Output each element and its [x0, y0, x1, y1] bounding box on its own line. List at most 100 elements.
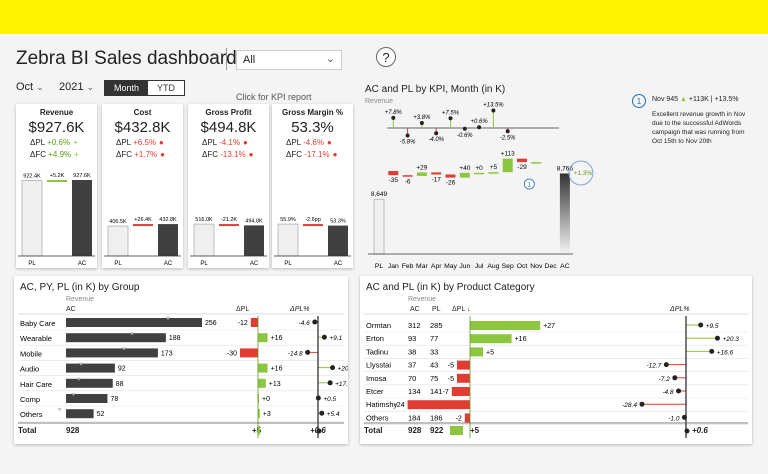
- alert-dot-icon: ●: [158, 138, 164, 147]
- kpi-delta-bar: [219, 224, 239, 227]
- group-pct-label: +5.4: [327, 411, 340, 418]
- product-col-dpl-pct: ΔPL%: [670, 306, 690, 313]
- kpi-ac-bar: [158, 224, 178, 256]
- group-chart: Baby Care 256 -12 -4.6 Wearable 188 +16 +9.1 Mob…: [18, 313, 348, 438]
- kpi-pl-row: ΔPL +6.5% ●: [116, 138, 164, 147]
- kpi-card[interactable]: Cost $432.8K ΔPL +6.5% ● ΔFC +1.7% ● 406.5K +26…: [102, 104, 183, 268]
- kpi-delta-label: +5.2K: [50, 173, 65, 179]
- group-dpl-bar: [250, 318, 258, 327]
- kpi-ac-label: 494.8K: [245, 218, 263, 224]
- group-col-ac: AC: [66, 306, 76, 313]
- waterfall-delta-bar: [402, 175, 413, 177]
- page-title: Zebra BI Sales dashboard: [16, 48, 237, 69]
- annotation-marker[interactable]: 1: [632, 94, 646, 108]
- pct-dot: [477, 125, 482, 130]
- kpi-x-label: PL: [28, 261, 36, 266]
- group-title: AC, PY, PL (in K) by Group: [20, 282, 140, 293]
- kpi-title: Cost: [133, 108, 152, 117]
- pct-dot: [505, 129, 510, 134]
- pct-label: +7.5%: [442, 110, 460, 116]
- product-dpl-bar: [457, 373, 470, 383]
- waterfall-total-pct: +1.3%: [574, 170, 593, 177]
- product-dpl-bar: [470, 334, 512, 344]
- kpi-ac-label: 927.6K: [73, 173, 91, 179]
- waterfall-delta-bar: [517, 158, 527, 163]
- group-dpl-bar: [258, 378, 266, 388]
- waterfall-annotation-marker: [523, 178, 535, 190]
- kpi-pl-bar: [21, 180, 43, 257]
- kpi-card[interactable]: Revenue $927.6K ΔPL +0.6% + ΔFC +4.9% +922.4K…: [16, 104, 97, 268]
- month-select[interactable]: Oct ⌄: [16, 81, 44, 93]
- product-total-dpl: +5: [470, 426, 480, 435]
- product-pct-dot: [698, 322, 704, 328]
- product-row-label: Others: [366, 413, 389, 422]
- year-select[interactable]: 2021 ⌄: [59, 81, 94, 93]
- brand-banner: [0, 0, 768, 34]
- group-total-dpl: +5: [252, 426, 262, 435]
- product-pct-label: +16.6: [717, 349, 734, 356]
- product-total-pct-dot: [684, 428, 690, 434]
- pct-label: +13.5%: [483, 102, 504, 108]
- group-subtitle: Revenue: [66, 296, 95, 303]
- pct-label: -0.6%: [457, 133, 473, 139]
- group-pct-label: -4.6: [299, 320, 311, 327]
- waterfall-delta-bar: [445, 174, 456, 178]
- group-dpl-label: +0: [262, 396, 270, 403]
- group-pct-dot: [305, 349, 311, 355]
- group-col-dpl-pct: ΔPL%: [290, 306, 310, 313]
- product-row-label: Llysstai: [366, 361, 391, 370]
- waterfall-x-label: May: [444, 263, 457, 270]
- group-col-dpl: ΔPL: [236, 306, 250, 313]
- pct-dot: [391, 115, 396, 120]
- waterfall-x-label: Jan: [388, 263, 399, 270]
- waterfall-delta-label: -29: [517, 164, 527, 171]
- group-pct-label: +20.8: [338, 366, 348, 373]
- annotation-text: Excellent revenue growth in Nov due to t…: [652, 110, 762, 146]
- group-py-marker: [166, 317, 170, 320]
- kpi-ac-label: 53.3%: [330, 219, 346, 225]
- filter-dropdown[interactable]: All ⌄: [236, 50, 342, 70]
- group-dpl-bar: [258, 363, 268, 373]
- group-pct-label: +9.1: [329, 335, 342, 342]
- product-dpl-bar: [470, 347, 483, 357]
- waterfall-delta-bar: [502, 158, 513, 173]
- group-ac-bar: [66, 363, 115, 373]
- kpi-x-label: AC: [78, 261, 87, 266]
- group-py-marker: [76, 377, 81, 381]
- product-pct-label: +9.5: [706, 323, 719, 330]
- toggle-ytd-button[interactable]: YTD: [148, 81, 185, 95]
- toggle-month-button[interactable]: Month: [105, 81, 149, 95]
- group-dpl-bar: [240, 348, 258, 358]
- group-total-pct-dot: [316, 428, 322, 434]
- waterfall-x-label: Mar: [416, 263, 428, 270]
- waterfall-delta-bar: [388, 171, 399, 176]
- kpi-card[interactable]: Gross Profit $494.8K ΔPL -4.1% ● ΔFC -13.1% ●…: [188, 104, 269, 268]
- waterfall-x-label: Oct: [517, 263, 528, 270]
- group-dpl-label: +16: [271, 366, 283, 373]
- help-button[interactable]: ?: [376, 47, 396, 67]
- annotation-abs: +113K: [688, 96, 709, 103]
- product-dpl-label: -5: [448, 376, 454, 383]
- product-dpl-bar: [451, 387, 470, 396]
- group-row-label: Wearable: [20, 334, 52, 343]
- group-dpl-label: -12: [238, 320, 248, 327]
- product-row-label: Tadinu: [366, 347, 388, 356]
- waterfall-delta-bar: [431, 172, 442, 175]
- group-pct-label: +0.5: [323, 396, 336, 403]
- kpi-fc-value: -17.1%: [304, 150, 330, 159]
- kpi-fc-row: ΔFC +4.9% +: [30, 150, 79, 159]
- product-ac-value: 38: [408, 347, 416, 356]
- annotation-header: Nov 945 ▲ +113K | +13.5%: [652, 96, 739, 103]
- waterfall-x-label: Feb: [402, 263, 414, 270]
- alert-dot-icon: ●: [332, 150, 338, 159]
- chevron-down-icon: ⌄: [86, 82, 95, 92]
- product-table-panel: AC and PL (in K) by Product Category Rev…: [360, 276, 752, 444]
- product-col-dpl[interactable]: ΔPL ↓: [452, 306, 471, 313]
- kpi-pl-row: ΔPL -4.6% ●: [286, 138, 332, 147]
- kpi-card[interactable]: Gross Margin % 53.3% ΔPL -4.6% ● ΔFC -17.1% ●…: [272, 104, 353, 268]
- product-pct-dot: [672, 375, 678, 381]
- kpi-report-link[interactable]: Click for KPI report: [236, 92, 312, 102]
- product-ac-value: 37: [408, 361, 416, 370]
- waterfall-annotation-number: 1: [528, 183, 532, 189]
- pct-dot: [448, 116, 453, 121]
